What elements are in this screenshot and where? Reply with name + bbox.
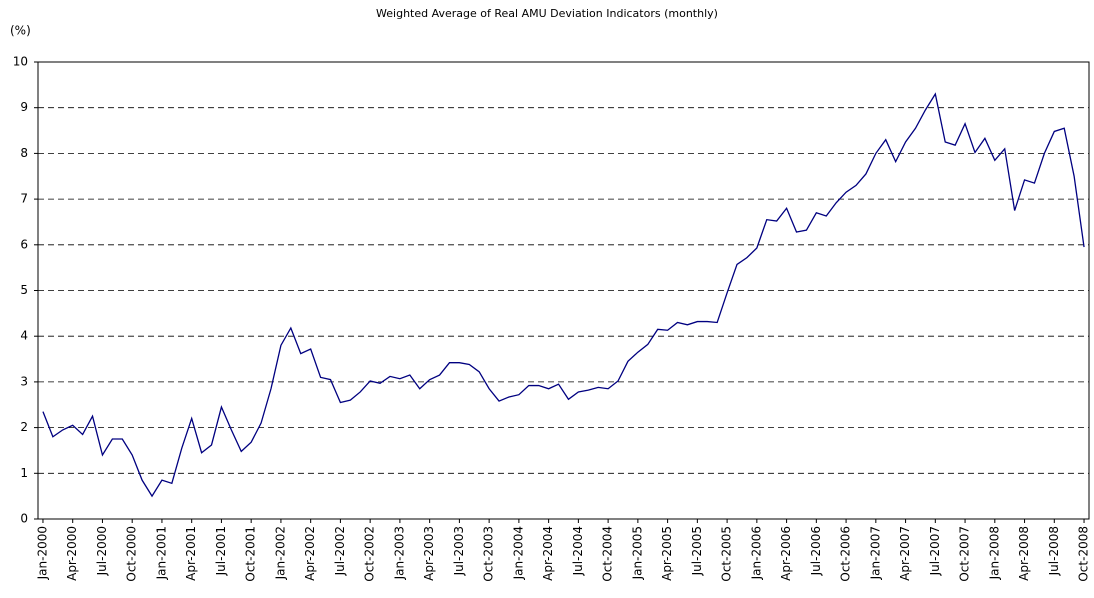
x-tick-label: Oct-2006 — [839, 526, 853, 582]
y-tick-label: 2 — [20, 420, 28, 434]
x-tick-label: Oct-2004 — [601, 526, 615, 582]
x-tick-label: Jan-2004 — [511, 526, 525, 580]
data-line — [42, 92, 1085, 498]
x-tick-label: Jan-2007 — [868, 526, 882, 580]
x-tick-label: Jul-2004 — [571, 526, 585, 576]
x-tick-label: Apr-2007 — [898, 526, 912, 581]
y-tick-label: 8 — [20, 146, 28, 160]
y-tick-label: 4 — [20, 329, 28, 343]
x-tick-label: Jan-2001 — [154, 526, 168, 580]
y-tick-label: 10 — [13, 55, 28, 69]
x-tick-label: Oct-2001 — [244, 526, 258, 582]
x-tick-label: Apr-2005 — [660, 526, 674, 581]
x-tick-label: Jul-2003 — [452, 526, 466, 576]
y-tick-label: 3 — [20, 374, 28, 388]
chart-title: Weighted Average of Real AMU Deviation I… — [376, 7, 718, 20]
x-tick-label: Jan-2006 — [749, 526, 763, 580]
x-tick-label: Apr-2003 — [422, 526, 436, 581]
x-tick-label: Oct-2005 — [720, 526, 734, 582]
x-tick-label: Jul-2001 — [214, 526, 228, 576]
x-tick-label: Apr-2002 — [303, 526, 317, 581]
x-tick-label: Jan-2005 — [630, 526, 644, 580]
y-tick-label: 1 — [20, 466, 28, 480]
y-axis-label: (%) — [10, 24, 31, 38]
x-tick-label: Apr-2006 — [779, 526, 793, 581]
x-tick-label: Apr-2000 — [65, 526, 79, 581]
x-tick-label: Apr-2004 — [541, 526, 555, 581]
x-tick-label: Oct-2003 — [482, 526, 496, 582]
x-tick-label: Jul-2007 — [928, 526, 942, 576]
x-tick-label: Oct-2000 — [125, 526, 139, 582]
x-tick-label: Apr-2008 — [1017, 526, 1031, 581]
y-tick-label: 0 — [20, 512, 28, 526]
x-tick-label: Apr-2001 — [184, 526, 198, 581]
x-tick-label: Jan-2003 — [392, 526, 406, 580]
x-tick-label: Jan-2002 — [273, 526, 287, 580]
y-tick-label: 6 — [20, 237, 28, 251]
y-tick-label: 5 — [20, 283, 28, 297]
x-tick-label: Oct-2007 — [958, 526, 972, 582]
x-tick-label: Jul-2000 — [95, 526, 109, 576]
x-tick-label: Jul-2008 — [1047, 526, 1061, 576]
y-tick-label: 9 — [20, 100, 28, 114]
plot-border — [37, 61, 1090, 520]
x-tick-label: Jan-2008 — [987, 526, 1001, 580]
x-tick-label: Jul-2006 — [809, 526, 823, 576]
x-tick-label: Oct-2008 — [1077, 526, 1091, 582]
y-tick-label: 7 — [20, 192, 28, 206]
x-tick-label: Jul-2005 — [690, 526, 704, 576]
x-tick-label: Oct-2002 — [363, 526, 377, 582]
x-tick-label: Jul-2002 — [333, 526, 347, 576]
x-tick-label: Jan-2000 — [35, 526, 49, 580]
